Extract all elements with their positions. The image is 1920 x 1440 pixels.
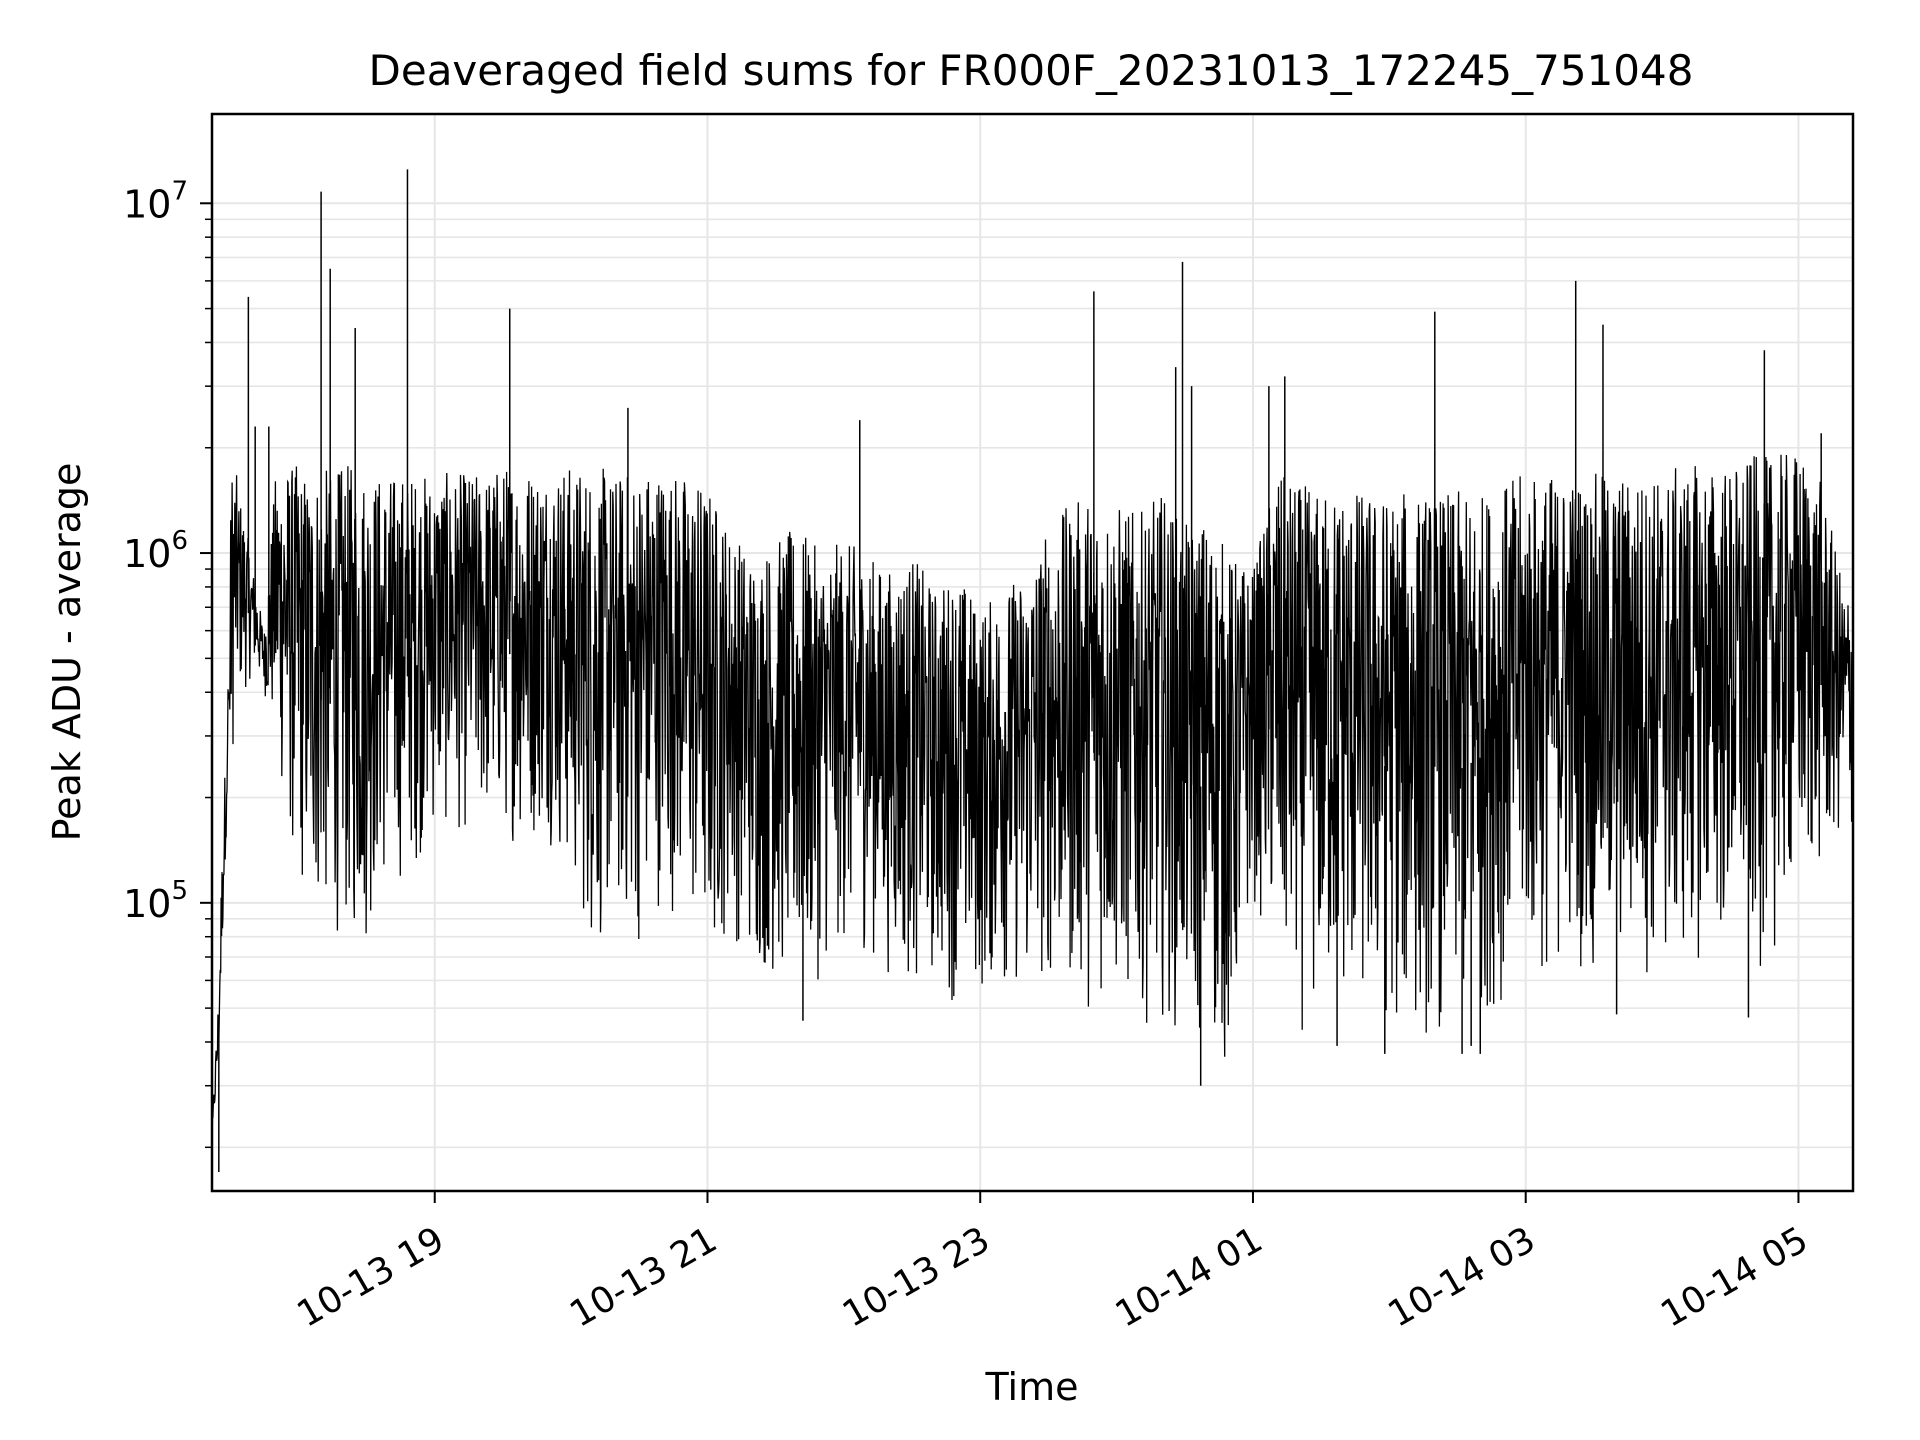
y-axis: 105 106 107 [123,176,212,1149]
y-tick-label: 106 [123,526,188,576]
y-axis-label: Peak ADU - average [45,463,89,842]
plot-frame [210,112,1855,1193]
chart-title: Deaveraged field sums for FR000F_2023101… [369,46,1694,95]
y-tick-label: 107 [123,176,188,226]
x-axis-label: Time [985,1365,1079,1409]
y-tick-label: 105 [123,876,188,926]
data-line [211,169,1854,1172]
series-line [211,454,1854,1144]
